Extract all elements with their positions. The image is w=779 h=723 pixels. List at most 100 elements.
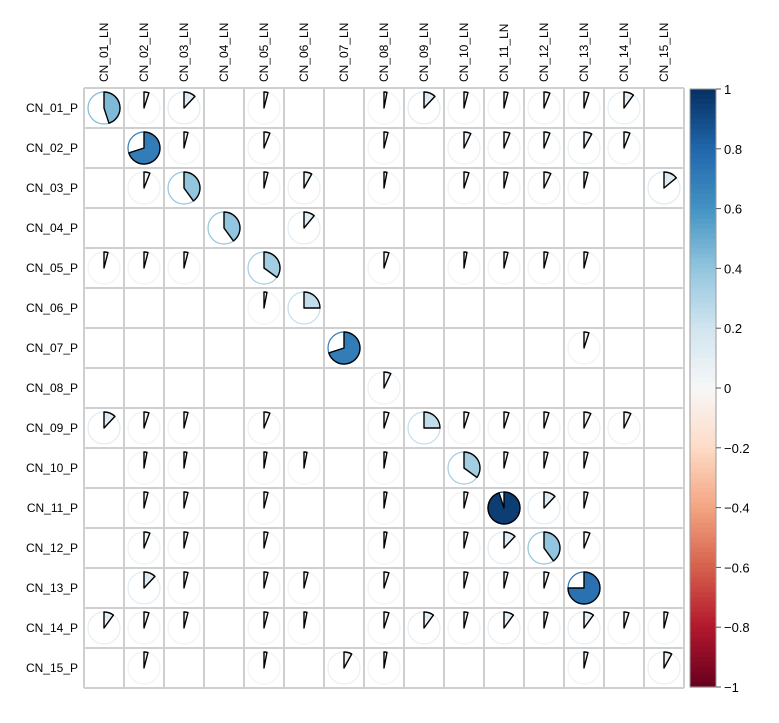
colorbar-tick-label: 0 (724, 381, 731, 396)
pie-slice (543, 611, 549, 629)
colorbar-segment (690, 323, 716, 329)
column-label: CN_05_LN (257, 23, 271, 82)
pie-slice (328, 331, 361, 365)
pie-cell-CN_10_P-CN_08_LN (367, 451, 401, 485)
pie-cell-CN_05_P-CN_13_LN (567, 251, 601, 285)
pie-slice (383, 491, 388, 509)
pie-slice (383, 651, 388, 669)
pie-cell-CN_15_P-CN_15_LN (647, 651, 681, 685)
pie-cell-CN_09_P-CN_11_LN (487, 411, 521, 445)
colorbar-segment (690, 642, 716, 648)
pie-cell-CN_09_P-CN_02_LN (127, 411, 161, 445)
pie-slice (663, 171, 678, 189)
pie-cell-CN_14_P-CN_05_LN (247, 611, 281, 645)
colorbar-segment (690, 383, 716, 389)
pie-cell-CN_09_P-CN_10_LN (447, 411, 481, 445)
pie-slice (143, 571, 156, 589)
pie-slice (143, 91, 150, 109)
colorbar-segment (690, 218, 716, 225)
pie-cell-CN_15_P-CN_13_LN (567, 651, 601, 685)
pie-slice (463, 171, 470, 189)
pie-cell-CN_01_P-CN_05_LN (247, 91, 281, 125)
pie-slice (543, 91, 551, 109)
pie-slice (503, 531, 516, 549)
row-label: CN_09_P (26, 421, 78, 435)
pie-cell-CN_10_P-CN_13_LN (567, 451, 601, 485)
pie-slice (463, 451, 481, 479)
colorbar-segment (690, 582, 716, 588)
column-label: CN_12_LN (537, 23, 551, 82)
colorbar-tick-label: 0.2 (724, 321, 742, 336)
colorbar-segment (690, 188, 716, 195)
pie-cell-CN_05_P-CN_02_LN (127, 251, 161, 285)
pie-cell-CN_02_P-CN_03_LN (167, 131, 201, 165)
colorbar-segment (690, 178, 716, 185)
pie-slice (383, 531, 388, 549)
pie-slice (143, 171, 151, 189)
colorbar-segment (690, 607, 716, 613)
pie-cell-CN_03_P-CN_03_LN (167, 171, 201, 205)
colorbar-segment (690, 572, 716, 578)
pie-slice (383, 131, 389, 149)
column-label: CN_14_LN (617, 23, 631, 82)
colorbar-segment (690, 542, 716, 549)
pie-cell-CN_13_P-CN_10_LN (447, 571, 481, 605)
pie-slice (263, 251, 281, 279)
column-label: CN_02_LN (137, 23, 151, 82)
colorbar-segment (690, 93, 716, 100)
colorbar-segment (690, 537, 716, 544)
pie-slice (223, 211, 241, 242)
pie-cell-CN_01_P-CN_02_LN (127, 91, 161, 125)
pie-slice (623, 91, 635, 109)
colorbar-segment (690, 268, 716, 274)
pie-cell-CN_09_P-CN_08_LN (367, 411, 401, 445)
pie-slice (543, 491, 556, 509)
pie-slice (503, 571, 509, 589)
colorbar-segment (690, 253, 716, 260)
colorbar-segment (690, 602, 716, 608)
row-label: CN_01_P (26, 101, 78, 115)
colorbar-segment (690, 273, 716, 279)
pie-slice (183, 131, 189, 149)
colorbar-segment (690, 577, 716, 583)
colorbar-segment (690, 303, 716, 309)
pie-cell-CN_05_P-CN_11_LN (487, 251, 521, 285)
colorbar-segment (690, 407, 716, 414)
pie-cell-CN_05_P-CN_08_LN (367, 251, 401, 285)
pie-slice (183, 611, 189, 629)
pie-slice (263, 571, 269, 589)
colorbar-segment (690, 133, 716, 140)
pie-cell-CN_14_P-CN_06_LN (287, 611, 321, 645)
pie-cell-CN_10_P-CN_12_LN (527, 451, 561, 485)
colorbar-segment (690, 482, 716, 489)
pie-cell-CN_06_P-CN_06_LN (287, 291, 321, 325)
column-label: CN_15_LN (657, 23, 671, 82)
pie-cell-CN_02_P-CN_13_LN (567, 131, 601, 165)
pie-cell-CN_14_P-CN_13_LN (567, 611, 601, 645)
column-label: CN_08_LN (377, 23, 391, 82)
pie-cell-CN_02_P-CN_10_LN (447, 131, 481, 165)
colorbar-segment (690, 507, 716, 514)
colorbar-segment (690, 338, 716, 344)
pie-slice (103, 91, 121, 124)
colorbar-segment (690, 587, 716, 593)
colorbar-segment (690, 123, 716, 130)
colorbar-tick-label: −0.6 (724, 560, 750, 575)
pie-slice (583, 651, 589, 669)
pie-slice (583, 331, 590, 349)
colorbar-segment (690, 637, 716, 643)
pie-slice (383, 611, 390, 629)
pie-cell-CN_01_P-CN_11_LN (487, 91, 521, 125)
colorbar-segment (690, 363, 716, 369)
pie-slice (383, 371, 392, 389)
column-label: CN_04_LN (217, 23, 231, 82)
pie-slice (263, 531, 269, 549)
pie-cell-CN_13_P-CN_08_LN (367, 571, 401, 605)
colorbar-segment (690, 622, 716, 628)
pie-cell-CN_14_P-CN_02_LN (127, 611, 161, 645)
pie-cell-CN_03_P-CN_13_LN (567, 171, 601, 205)
pie-slice (503, 171, 509, 189)
pie-cell-CN_14_P-CN_10_LN (447, 611, 481, 645)
pie-cell-CN_12_P-CN_03_LN (167, 531, 201, 565)
pie-slice (303, 171, 313, 189)
